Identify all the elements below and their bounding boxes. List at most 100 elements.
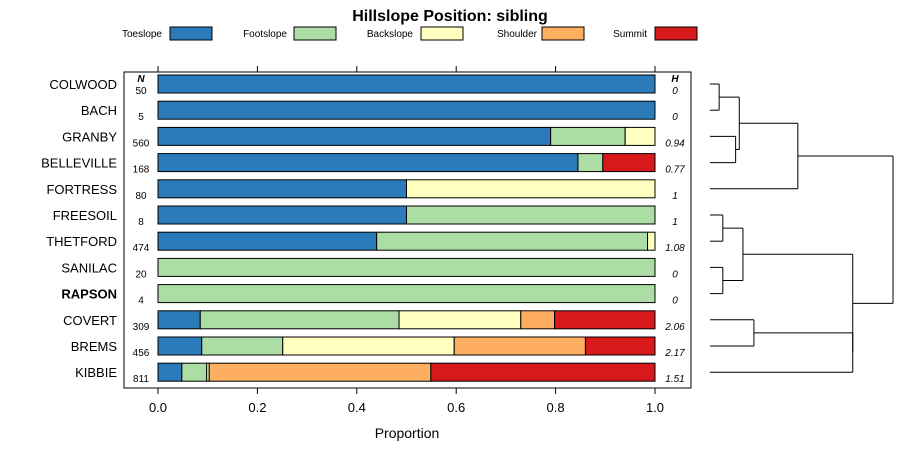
- bar-segment-granby-footslope: [550, 126, 626, 146]
- bar-segment-fortress-toeslope: [157, 179, 407, 199]
- bar-row-covert: COVERT 309 2.06: [63, 310, 685, 333]
- bar-segment-kibbie-toeslope: [157, 362, 183, 382]
- bar-segment-covert-footslope: [199, 310, 400, 330]
- n-value-sanilac: 20: [135, 269, 147, 280]
- bar-segment-belleville-summit: [602, 153, 656, 173]
- n-value-freesoil: 8: [138, 217, 144, 228]
- bar-row-colwood: COLWOOD 50 0: [49, 74, 678, 97]
- h-value-granby: 0.94: [665, 138, 685, 149]
- bar-segment-covert-summit: [554, 310, 656, 330]
- bar-segment-fortress-backslope: [406, 179, 656, 199]
- chart-title: Hillslope Position: sibling: [352, 8, 548, 25]
- n-value-fortress: 80: [135, 191, 147, 202]
- n-value-rapson: 4: [138, 296, 144, 307]
- bar-segment-thetford-footslope: [376, 231, 649, 251]
- bar-segment-freesoil-footslope: [406, 205, 656, 225]
- legend-label-backslope: Backslope: [367, 29, 414, 40]
- legend-swatch-backslope: [420, 26, 464, 41]
- bar-segment-kibbie-footslope: [181, 362, 208, 382]
- legend-label-footslope: Footslope: [243, 29, 287, 40]
- legend-label-toeslope: Toeslope: [122, 29, 162, 40]
- x-tick-label-1: 0.2: [248, 400, 266, 415]
- h-value-covert: 2.06: [664, 322, 685, 333]
- plot-frame: [123, 71, 692, 389]
- bar-segment-belleville-toeslope: [157, 153, 579, 173]
- legend-swatch-shoulder: [541, 26, 585, 41]
- bar-segment-bach-toeslope: [157, 100, 656, 120]
- bar-segment-sanilac-footslope: [157, 257, 656, 277]
- dendrogram: [710, 83, 894, 373]
- category-label-belleville: BELLEVILLE: [41, 156, 117, 171]
- h-value-freesoil: 1: [672, 217, 678, 228]
- bar-row-brems: BREMS 456 2.17: [71, 336, 685, 359]
- h-value-belleville: 0.77: [665, 165, 685, 176]
- n-value-kibbie: 811: [133, 374, 149, 385]
- bar-row-freesoil: FREESOIL 8 1: [53, 205, 678, 228]
- bar-segment-freesoil-toeslope: [157, 205, 407, 225]
- bar-segment-brems-shoulder: [453, 336, 586, 356]
- category-label-granby: GRANBY: [62, 129, 117, 144]
- h-value-bach: 0: [672, 112, 678, 123]
- bar-row-thetford: THETFORD 474 1.08: [46, 231, 685, 254]
- bar-row-kibbie: KIBBIE 811 1.51: [75, 362, 685, 385]
- bar-row-granby: GRANBY 560 0.94: [62, 126, 685, 149]
- n-value-bach: 5: [138, 112, 144, 123]
- category-label-thetford: THETFORD: [46, 234, 117, 249]
- bar-segment-brems-footslope: [201, 336, 284, 356]
- n-header: N: [137, 74, 145, 85]
- x-tick-label-3: 0.6: [447, 400, 465, 415]
- category-label-colwood: COLWOOD: [49, 77, 117, 92]
- bar-segment-belleville-footslope: [577, 153, 604, 173]
- legend-label-summit: Summit: [613, 29, 647, 40]
- bar-row-bach: BACH 5 0: [81, 100, 678, 123]
- bar-segment-brems-summit: [584, 336, 656, 356]
- legend-swatch-footslope: [293, 26, 337, 41]
- h-value-kibbie: 1.51: [665, 374, 684, 385]
- n-value-covert: 309: [133, 322, 150, 333]
- legend-swatch-summit: [654, 26, 698, 41]
- h-value-fortress: 1: [672, 191, 678, 202]
- category-label-fortress: FORTRESS: [46, 182, 117, 197]
- legend-swatch-toeslope: [169, 26, 213, 41]
- x-tick-label-0: 0.0: [149, 400, 167, 415]
- n-value-brems: 456: [133, 348, 150, 359]
- bar-segment-brems-toeslope: [157, 336, 203, 356]
- bar-segment-colwood-toeslope: [157, 74, 656, 94]
- x-tick-label-5: 1.0: [646, 400, 664, 415]
- category-label-bach: BACH: [81, 103, 117, 118]
- h-value-sanilac: 0: [672, 269, 678, 280]
- bar-row-rapson: RAPSON 4 0: [61, 284, 678, 307]
- n-value-belleville: 168: [133, 165, 150, 176]
- category-label-kibbie: KIBBIE: [75, 365, 117, 380]
- category-label-brems: BREMS: [71, 339, 118, 354]
- x-axis: 0.0 0.2 0.4 0.6 0.8 1.0: [149, 66, 664, 415]
- category-label-covert: COVERT: [63, 313, 117, 328]
- category-label-sanilac: SANILAC: [61, 260, 117, 275]
- category-label-rapson: RAPSON: [61, 287, 117, 302]
- bar-segment-covert-backslope: [398, 310, 522, 330]
- h-value-brems: 2.17: [664, 348, 685, 359]
- legend-label-shoulder: Shoulder: [497, 29, 538, 40]
- bar-row-fortress: FORTRESS 80 1: [46, 179, 678, 202]
- bar-segment-brems-backslope: [282, 336, 455, 356]
- bar-segment-rapson-footslope: [157, 284, 656, 304]
- n-value-thetford: 474: [133, 243, 150, 254]
- n-value-colwood: 50: [135, 86, 147, 97]
- h-value-thetford: 1.08: [665, 243, 685, 254]
- bar-segment-thetford-backslope: [647, 231, 656, 251]
- h-header: H: [671, 74, 679, 85]
- bar-segment-kibbie-shoulder: [208, 362, 432, 382]
- legend: Toeslope Footslope Backslope Shoulder Summit: [122, 26, 698, 41]
- category-label-freesoil: FREESOIL: [53, 208, 117, 223]
- x-axis-title: Proportion: [375, 425, 440, 441]
- bar-segment-thetford-toeslope: [157, 231, 378, 251]
- bar-segment-covert-shoulder: [520, 310, 556, 330]
- bar-segment-granby-backslope: [624, 126, 656, 146]
- n-value-granby: 560: [133, 138, 150, 149]
- bar-segment-covert-toeslope: [157, 310, 201, 330]
- h-value-colwood: 0: [672, 86, 678, 97]
- x-tick-label-4: 0.8: [547, 400, 565, 415]
